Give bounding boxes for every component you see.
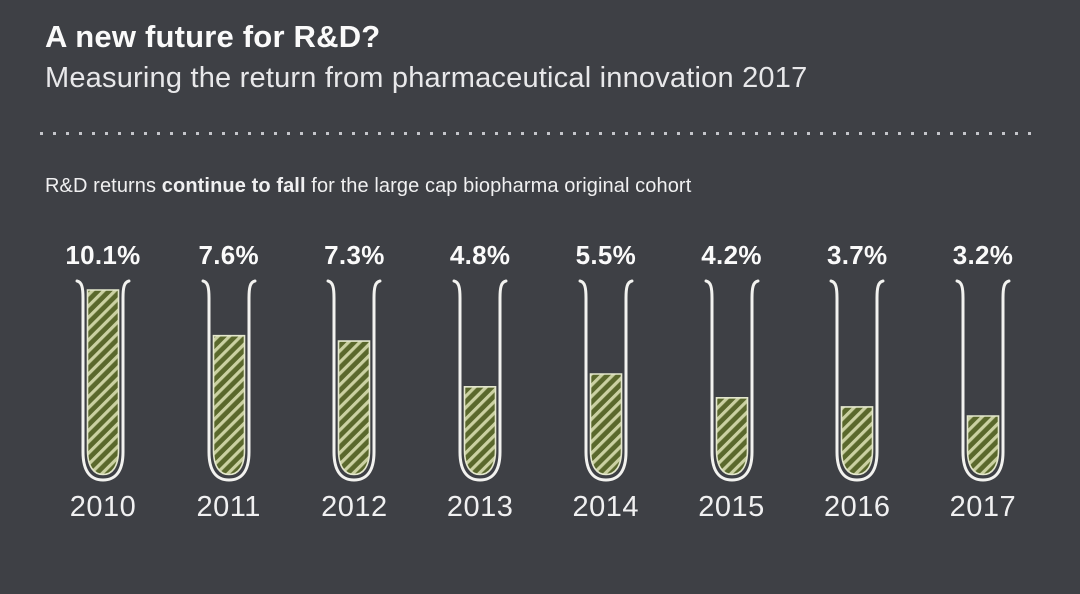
year-label: 2013 xyxy=(446,490,514,523)
test-tube xyxy=(75,279,131,482)
tube-liquid-fill xyxy=(338,340,371,476)
tube-liquid-fill xyxy=(463,385,497,476)
dotted-separator xyxy=(40,131,1040,135)
statement-emphasis: continue to fall xyxy=(161,174,306,197)
test-tube xyxy=(829,279,885,482)
tube-outline xyxy=(578,279,634,482)
tube-column: 7.3% 2012 xyxy=(295,242,413,522)
tube-liquid-fill xyxy=(966,415,1000,476)
tube-column: 5.5% 2014 xyxy=(547,242,665,522)
header: A new future for R&D? Measuring the retu… xyxy=(0,0,1080,95)
tube-outline xyxy=(201,279,257,482)
tube-outline xyxy=(704,279,760,482)
test-tube xyxy=(704,279,760,482)
test-tube-chart: 10.1% 2010 7.6% 2011 7.3% 2012 4.8% 2013 5.5% 201… xyxy=(0,242,1080,522)
tube-column: 3.7% 2016 xyxy=(798,242,916,522)
tube-column: 4.2% 2015 xyxy=(673,242,791,522)
year-label: 2012 xyxy=(321,490,388,523)
year-label: 2010 xyxy=(69,490,137,523)
tube-column: 7.6% 2011 xyxy=(170,242,288,522)
tube-liquid-fill xyxy=(840,406,874,476)
page-title: A new future for R&D? xyxy=(45,19,381,54)
tube-liquid-fill xyxy=(715,396,748,476)
tube-outline xyxy=(829,279,885,482)
value-label: 3.7% xyxy=(826,239,888,270)
test-tube xyxy=(201,279,257,482)
value-label: 4.2% xyxy=(701,239,762,270)
value-label: 5.5% xyxy=(575,239,637,270)
tube-column: 4.8% 2013 xyxy=(421,242,539,522)
value-label: 7.3% xyxy=(324,239,385,270)
tube-outline xyxy=(326,279,382,482)
tube-liquid-fill xyxy=(589,373,623,476)
tube-column: 3.2% 2017 xyxy=(924,242,1042,522)
page-subtitle: Measuring the return from pharmaceutical… xyxy=(45,62,808,95)
test-tube xyxy=(452,279,508,482)
tube-outline xyxy=(955,279,1011,482)
tube-liquid-fill xyxy=(86,289,120,476)
year-label: 2014 xyxy=(572,490,640,523)
tube-outline xyxy=(452,279,508,482)
statement-suffix: for the large cap biopharma original coh… xyxy=(305,174,692,197)
test-tube xyxy=(326,279,382,482)
tube-liquid-fill xyxy=(212,334,246,476)
year-label: 2011 xyxy=(196,490,261,523)
value-label: 10.1% xyxy=(65,239,141,270)
test-tube xyxy=(578,279,634,482)
year-label: 2016 xyxy=(823,490,891,523)
tube-column: 10.1% 2010 xyxy=(44,242,162,522)
test-tube xyxy=(955,279,1011,482)
value-label: 7.6% xyxy=(198,239,259,270)
tube-outline xyxy=(75,279,131,482)
value-label: 4.8% xyxy=(449,239,511,270)
value-label: 3.2% xyxy=(952,239,1014,270)
chart-statement: R&D returns continue to fall for the lar… xyxy=(45,175,1040,198)
year-label: 2015 xyxy=(698,490,765,523)
year-label: 2017 xyxy=(949,490,1017,523)
statement-prefix: R&D returns xyxy=(45,174,162,197)
